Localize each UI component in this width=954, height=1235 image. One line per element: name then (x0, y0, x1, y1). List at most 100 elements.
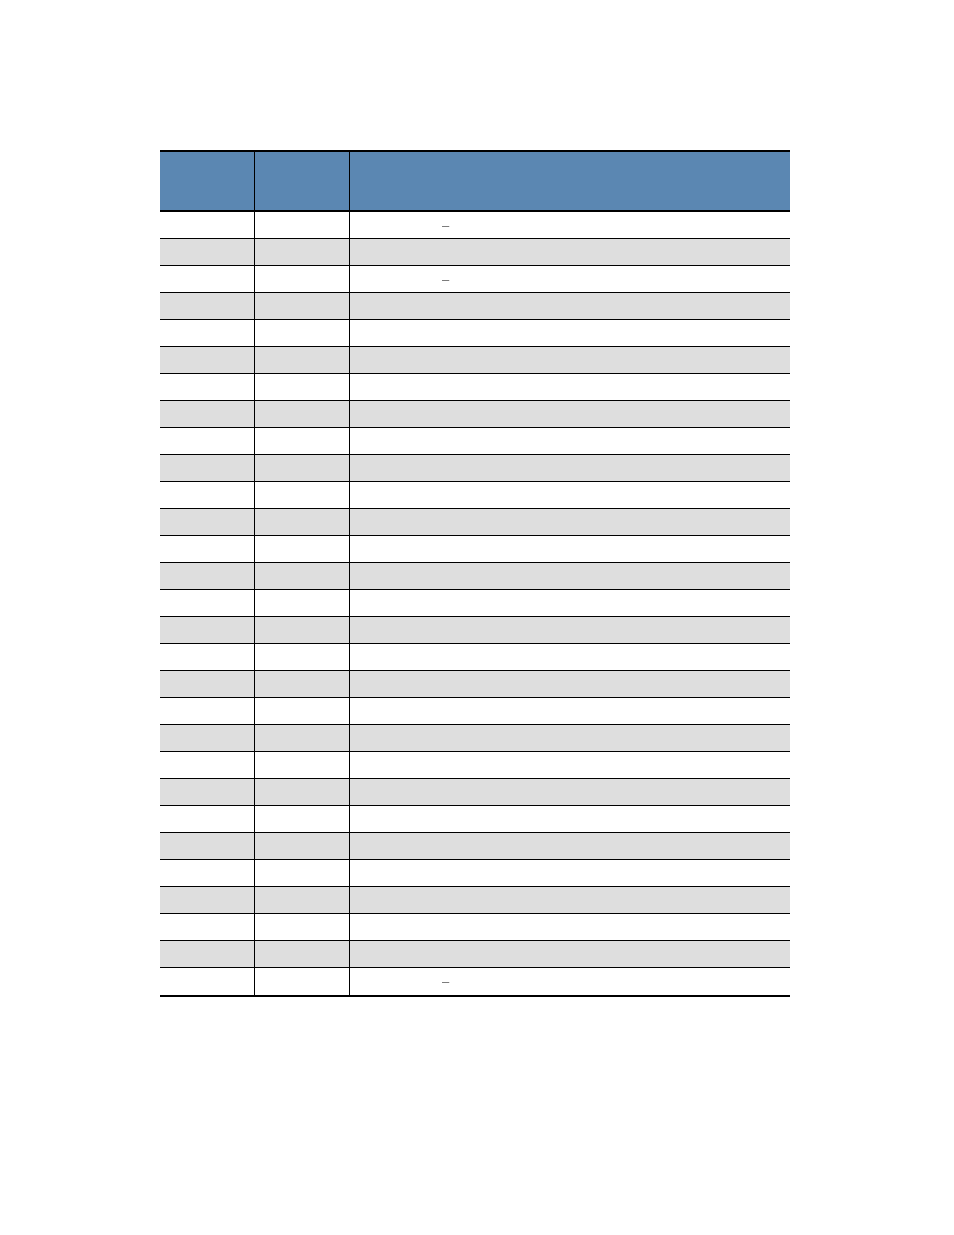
table-cell (160, 806, 255, 832)
table-cell (350, 725, 790, 751)
table-cell (350, 941, 790, 967)
table-cell (255, 401, 350, 427)
table-cell (255, 212, 350, 238)
table-cell (160, 482, 255, 508)
table-cell (255, 779, 350, 805)
table-cell (255, 347, 350, 373)
table-cell (160, 320, 255, 346)
table-cell (350, 752, 790, 778)
table-cell (255, 698, 350, 724)
table-row: – (160, 266, 790, 293)
table-cell (255, 590, 350, 616)
table-cell (350, 779, 790, 805)
table-cell (350, 617, 790, 643)
table-cell (255, 293, 350, 319)
table-cell (350, 860, 790, 886)
data-table: – – – (160, 150, 790, 997)
table-cell (255, 374, 350, 400)
table-cell (255, 968, 350, 995)
table-cell (255, 455, 350, 481)
table-row (160, 563, 790, 590)
table-cell (255, 239, 350, 265)
table-row (160, 860, 790, 887)
table-header-cell-2 (255, 152, 350, 210)
table-cell (350, 536, 790, 562)
table-row (160, 617, 790, 644)
table-cell (160, 779, 255, 805)
table-cell (160, 941, 255, 967)
table-row (160, 779, 790, 806)
table-cell (255, 752, 350, 778)
table-cell: – (350, 212, 790, 238)
table-cell (160, 212, 255, 238)
table-row (160, 536, 790, 563)
document-page: – – – (0, 0, 954, 1235)
table-cell (160, 563, 255, 589)
table-row (160, 455, 790, 482)
table-row: – (160, 212, 790, 239)
table-cell (160, 536, 255, 562)
dash-icon: – (356, 975, 790, 988)
table-cell (350, 833, 790, 859)
table-cell (255, 671, 350, 697)
table-header-row (160, 152, 790, 212)
table-row (160, 509, 790, 536)
table-header-cell-3 (350, 152, 790, 210)
table-cell (350, 455, 790, 481)
table-row (160, 644, 790, 671)
table-cell (255, 887, 350, 913)
table-cell (160, 509, 255, 535)
table-cell (160, 833, 255, 859)
table-cell (350, 644, 790, 670)
table-body: – – – (160, 212, 790, 995)
table-cell (350, 590, 790, 616)
table-row: – (160, 968, 790, 995)
table-cell (160, 590, 255, 616)
table-cell (255, 320, 350, 346)
table-cell (350, 374, 790, 400)
table-row (160, 941, 790, 968)
table-cell (160, 239, 255, 265)
table-row (160, 806, 790, 833)
table-cell (350, 482, 790, 508)
table-row (160, 293, 790, 320)
table-cell (160, 266, 255, 292)
table-row (160, 914, 790, 941)
table-cell (255, 617, 350, 643)
table-cell (350, 509, 790, 535)
table-cell (255, 428, 350, 454)
table-row (160, 347, 790, 374)
table-cell (255, 806, 350, 832)
table-cell (350, 401, 790, 427)
table-row (160, 698, 790, 725)
table-cell (160, 671, 255, 697)
table-row (160, 671, 790, 698)
table-row (160, 725, 790, 752)
table-cell (350, 887, 790, 913)
table-cell (160, 455, 255, 481)
table-cell (160, 752, 255, 778)
table-cell (255, 482, 350, 508)
table-row (160, 320, 790, 347)
table-cell (255, 914, 350, 940)
table-cell (350, 698, 790, 724)
table-cell (160, 374, 255, 400)
table-cell (350, 914, 790, 940)
table-cell (160, 725, 255, 751)
table-cell (350, 806, 790, 832)
table-cell (160, 617, 255, 643)
table-row (160, 401, 790, 428)
table-cell (255, 833, 350, 859)
table-cell (350, 563, 790, 589)
table-cell (350, 671, 790, 697)
table-cell (160, 644, 255, 670)
table-cell (350, 293, 790, 319)
table-row (160, 239, 790, 266)
table-cell (255, 536, 350, 562)
table-row (160, 428, 790, 455)
table-cell (255, 860, 350, 886)
table-cell (160, 347, 255, 373)
table-cell (255, 509, 350, 535)
table-cell (350, 428, 790, 454)
dash-icon: – (356, 219, 790, 232)
